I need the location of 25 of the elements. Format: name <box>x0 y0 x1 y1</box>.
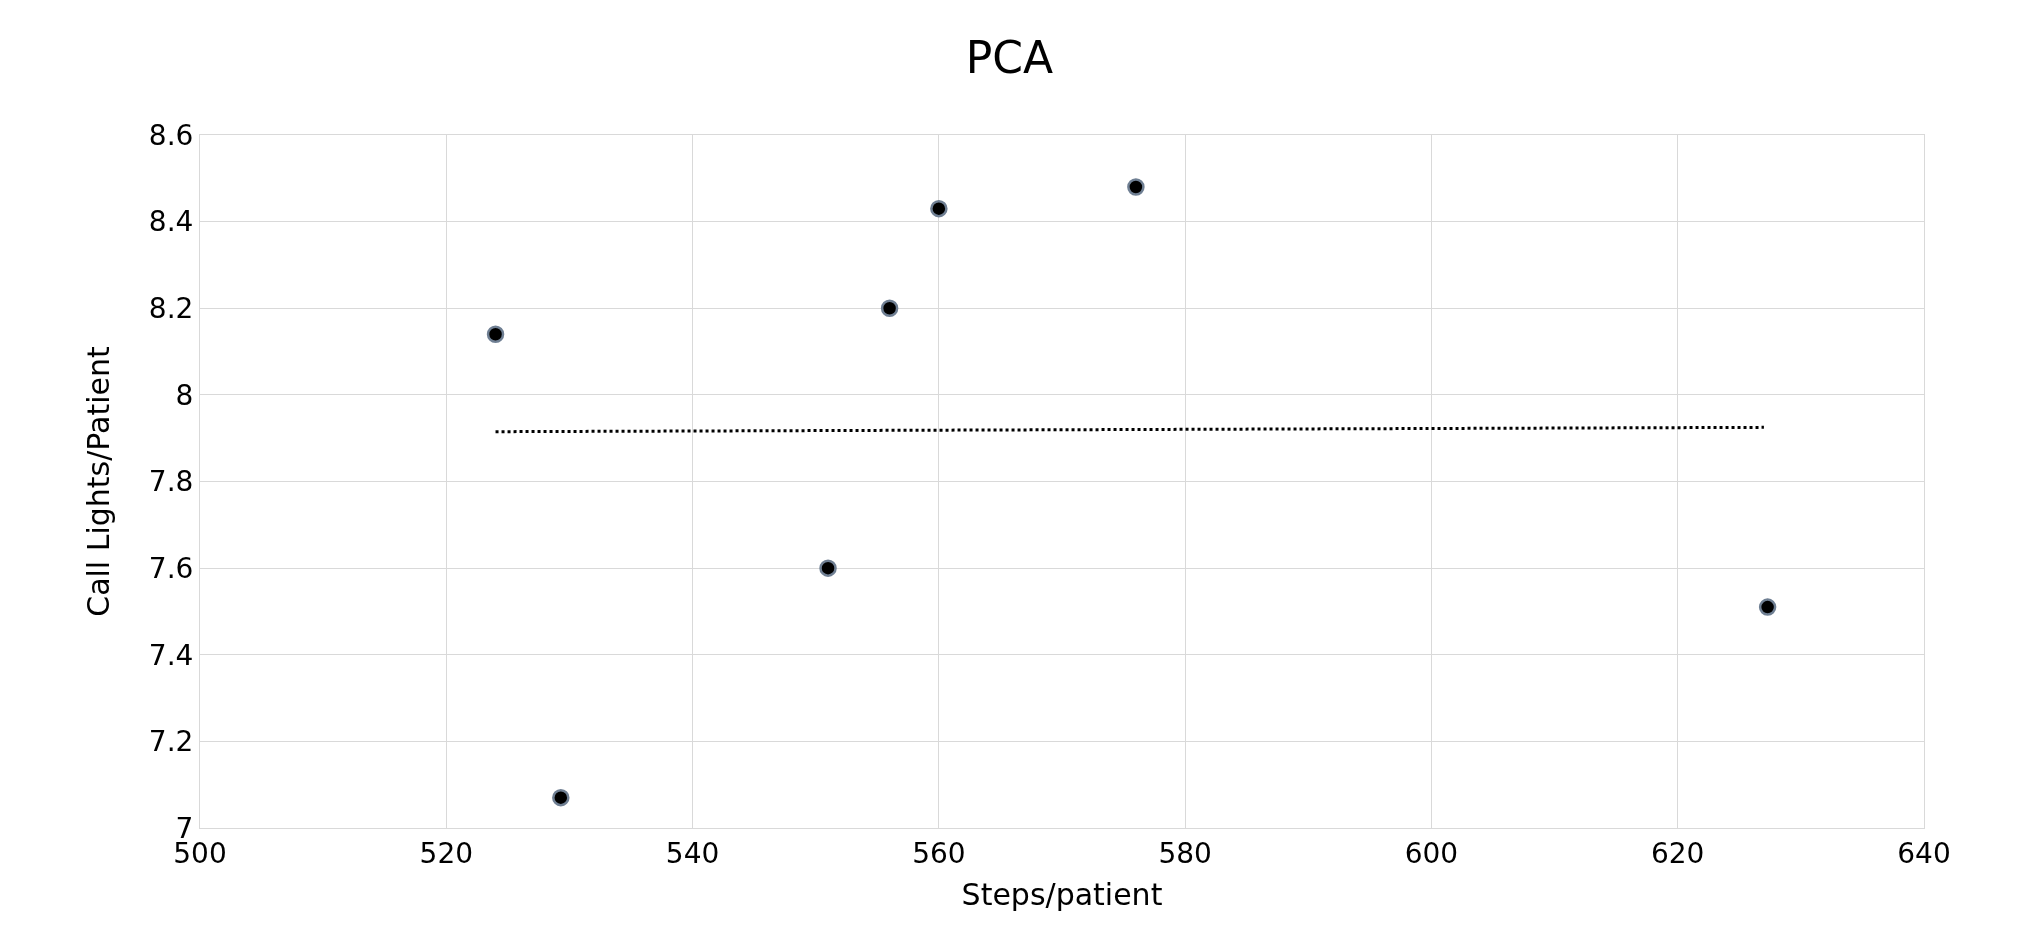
x-tick-label: 560 <box>912 836 966 870</box>
chart-title: PCA <box>965 32 1054 84</box>
y-tick-label: 7.8 <box>148 465 194 499</box>
y-tick-label: 8.2 <box>148 292 194 326</box>
point <box>552 788 570 807</box>
y-tick-label: 8.4 <box>148 205 194 239</box>
y-tick-label: 8.6 <box>148 118 194 152</box>
point <box>819 559 837 577</box>
y-tick-label: 8 <box>175 378 194 412</box>
point <box>880 299 899 317</box>
x-tick-label: 580 <box>1158 836 1212 870</box>
x-tick-label: 620 <box>1650 836 1705 870</box>
x-axis-title: Steps/patient <box>961 877 1163 913</box>
point <box>486 325 505 343</box>
y-axis-title: Call Lights/Patient <box>80 345 116 617</box>
x-tick-label: 540 <box>665 836 720 870</box>
point <box>930 199 948 218</box>
point <box>1127 178 1145 196</box>
x-tick-label: 640 <box>1897 836 1951 870</box>
x-tick-label: 520 <box>419 836 474 870</box>
point <box>1758 598 1777 616</box>
y-tick-label: 7.6 <box>148 551 194 585</box>
x-tick-label: 600 <box>1404 836 1459 870</box>
y-tick-label: 7.4 <box>148 638 194 672</box>
y-tick-label: 7.2 <box>148 725 194 759</box>
